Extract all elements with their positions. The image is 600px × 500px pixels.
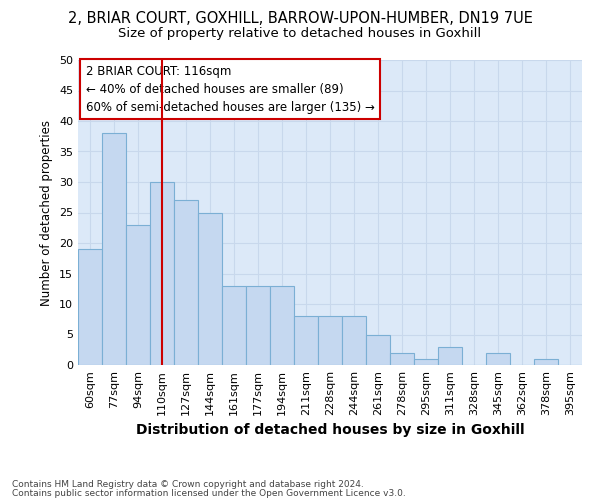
Bar bbox=[342, 316, 366, 365]
Bar bbox=[294, 316, 318, 365]
Text: Size of property relative to detached houses in Goxhill: Size of property relative to detached ho… bbox=[118, 28, 482, 40]
Bar bbox=[222, 286, 246, 365]
Text: 2, BRIAR COURT, GOXHILL, BARROW-UPON-HUMBER, DN19 7UE: 2, BRIAR COURT, GOXHILL, BARROW-UPON-HUM… bbox=[68, 11, 532, 26]
Text: 2 BRIAR COURT: 116sqm
← 40% of detached houses are smaller (89)
60% of semi-deta: 2 BRIAR COURT: 116sqm ← 40% of detached … bbox=[86, 64, 374, 114]
Bar bbox=[198, 212, 222, 365]
Bar bbox=[102, 133, 126, 365]
Bar bbox=[270, 286, 294, 365]
Text: Contains public sector information licensed under the Open Government Licence v3: Contains public sector information licen… bbox=[12, 489, 406, 498]
Bar bbox=[534, 359, 558, 365]
Bar bbox=[318, 316, 342, 365]
Bar bbox=[438, 346, 462, 365]
Bar bbox=[78, 249, 102, 365]
Bar bbox=[390, 353, 414, 365]
Bar bbox=[414, 359, 438, 365]
Bar bbox=[366, 334, 390, 365]
Bar bbox=[486, 353, 510, 365]
Bar bbox=[150, 182, 174, 365]
Bar bbox=[126, 224, 150, 365]
X-axis label: Distribution of detached houses by size in Goxhill: Distribution of detached houses by size … bbox=[136, 424, 524, 438]
Y-axis label: Number of detached properties: Number of detached properties bbox=[40, 120, 53, 306]
Bar bbox=[246, 286, 270, 365]
Text: Contains HM Land Registry data © Crown copyright and database right 2024.: Contains HM Land Registry data © Crown c… bbox=[12, 480, 364, 489]
Bar bbox=[174, 200, 198, 365]
